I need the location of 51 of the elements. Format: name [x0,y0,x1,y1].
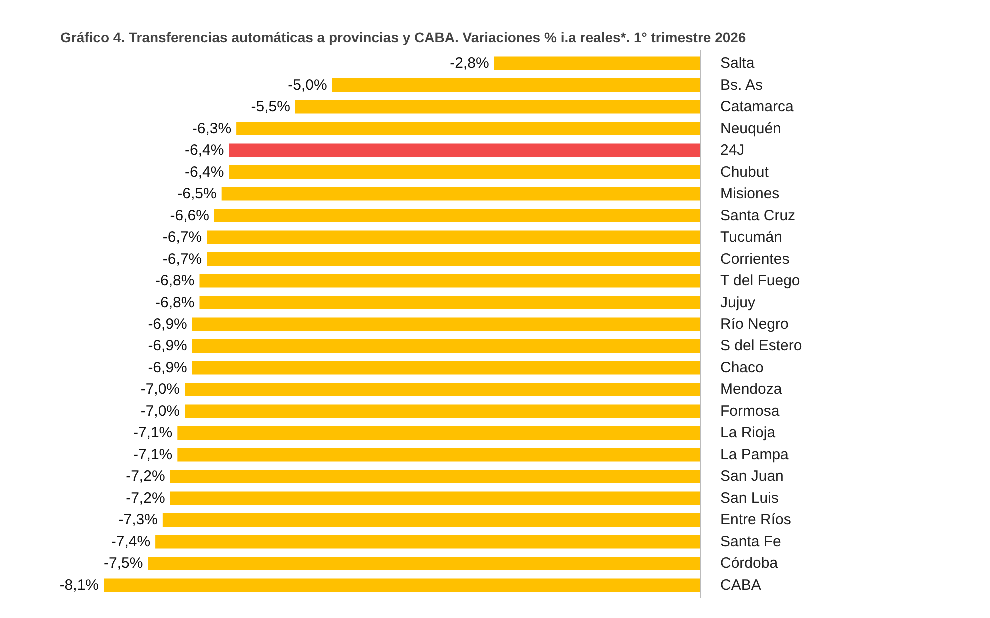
y-tick-label: Chubut [720,164,770,181]
data-label: -6,7% [162,229,202,246]
y-tick-label: Córdoba [720,555,779,572]
data-label: -6,5% [178,186,217,203]
y-tick-label: Entre Ríos [720,512,792,529]
y-tick-label: Mendoza [720,381,783,398]
y-tick-label: Santa Fe [720,533,782,550]
data-label: -7,5% [104,555,144,572]
data-label: -7,1% [133,424,173,442]
data-label: -6,6% [170,207,210,224]
y-tick-label: CABA [720,576,762,594]
data-label: -2,8% [450,55,490,72]
data-label: -7,2% [126,490,166,507]
data-label: -6,9% [148,338,188,355]
y-tick-label: S del Estero [720,338,802,355]
chart-title: Gráfico 4. Transferencias automáticas a provincias y CABA. Variaciones % i.a reales*. 1° trimestre 2026 [60,30,746,46]
data-label: -6,8% [156,272,195,290]
y-tick-label: Salta [720,55,756,72]
data-label: -7,0% [140,402,180,420]
data-label: -8,1% [60,576,100,594]
data-label: -6,9% [148,316,188,333]
y-tick-label: San Luis [720,490,779,507]
y-tick-label: T del Fuego [720,272,800,290]
data-label: -7,3% [118,512,158,529]
y-tick-label: Bs. As [720,76,764,94]
data-label: -7,0% [140,381,180,398]
y-tick-label: Misiones [720,186,780,203]
y-tick-label: Chaco [720,359,764,376]
y-tick-label: San Juan [720,468,784,486]
data-label: -6,4% [185,142,224,160]
data-label: -5,5% [251,98,290,116]
data-label: -5,0% [288,76,328,94]
y-tick-label: 24J [720,142,745,160]
y-tick-label: Tucumán [720,229,782,246]
data-label: -7,2% [126,468,166,486]
data-label: -6,9% [148,359,188,376]
data-label: -6,7% [162,250,202,268]
data-label: -7,1% [133,446,173,464]
y-tick-label: Jujuy [720,294,756,312]
y-tick-label: La Rioja [720,424,776,442]
y-tick-label: Río Negro [720,316,789,333]
y-tick-label: Santa Cruz [720,207,796,224]
y-tick-label: Corrientes [720,250,790,268]
data-label: -6,3% [192,120,232,138]
data-label: -6,4% [185,164,224,181]
data-label: -7,4% [111,533,151,550]
y-tick-label: Formosa [720,402,780,420]
y-tick-label: La Pampa [720,446,790,464]
data-label: -6,8% [156,294,195,312]
y-tick-label: Neuquén [720,120,782,138]
y-tick-label: Catamarca [720,98,795,116]
